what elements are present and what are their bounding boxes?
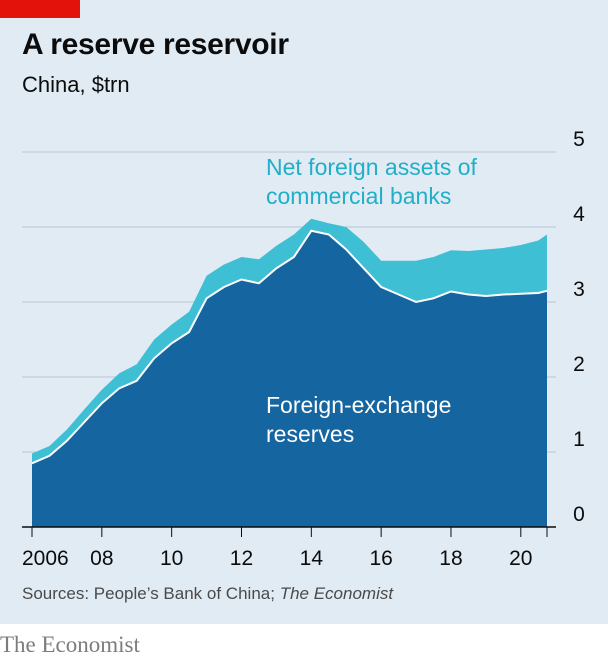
chart-title: A reserve reservoir bbox=[22, 28, 289, 61]
x-tick-label: 18 bbox=[439, 547, 462, 570]
brand-red-tag bbox=[0, 0, 80, 18]
area-net-foreign-assets bbox=[32, 218, 547, 464]
area-series bbox=[31, 218, 548, 528]
x-tick-label: 10 bbox=[160, 547, 183, 570]
x-tick-label: 12 bbox=[230, 547, 253, 570]
annotation-fx-reserves: reserves bbox=[266, 421, 354, 447]
y-tick-label: 2 bbox=[573, 353, 585, 376]
source-italic: The Economist bbox=[279, 584, 394, 603]
y-tick-label: 3 bbox=[573, 278, 585, 301]
annotation-fx-reserves: Foreign-exchange bbox=[266, 392, 451, 418]
y-tick-label: 5 bbox=[573, 128, 585, 151]
chart-subtitle: China, $trn bbox=[22, 72, 130, 97]
y-tick-label: 0 bbox=[573, 503, 585, 526]
annotation-net-foreign-assets: Net foreign assets of bbox=[266, 154, 478, 180]
x-axis: 2006 08 10 12 14 16 18 20 bbox=[22, 527, 548, 570]
x-tick-label: 08 bbox=[90, 547, 113, 570]
source-prefix: Sources: People’s Bank of China; bbox=[22, 584, 280, 603]
source-note: Sources: People’s Bank of China; The Eco… bbox=[22, 584, 393, 604]
x-tick-label: 16 bbox=[369, 547, 392, 570]
y-tick-label: 4 bbox=[573, 203, 585, 226]
x-tick-label: 14 bbox=[300, 547, 324, 570]
area-fx-reserves bbox=[32, 230, 547, 528]
y-tick-label: 1 bbox=[573, 428, 585, 451]
x-tick-label: 20 bbox=[509, 547, 532, 570]
annotations: Net foreign assets of commercial banks For… bbox=[266, 154, 478, 447]
brand-logo-text: The Economist bbox=[0, 632, 140, 657]
y-axis: 0 1 2 3 4 5 bbox=[573, 128, 585, 526]
x-tick-label: 2006 bbox=[22, 547, 69, 570]
fx-reserves-line bbox=[31, 229, 548, 465]
annotation-net-foreign-assets: commercial banks bbox=[266, 183, 451, 209]
